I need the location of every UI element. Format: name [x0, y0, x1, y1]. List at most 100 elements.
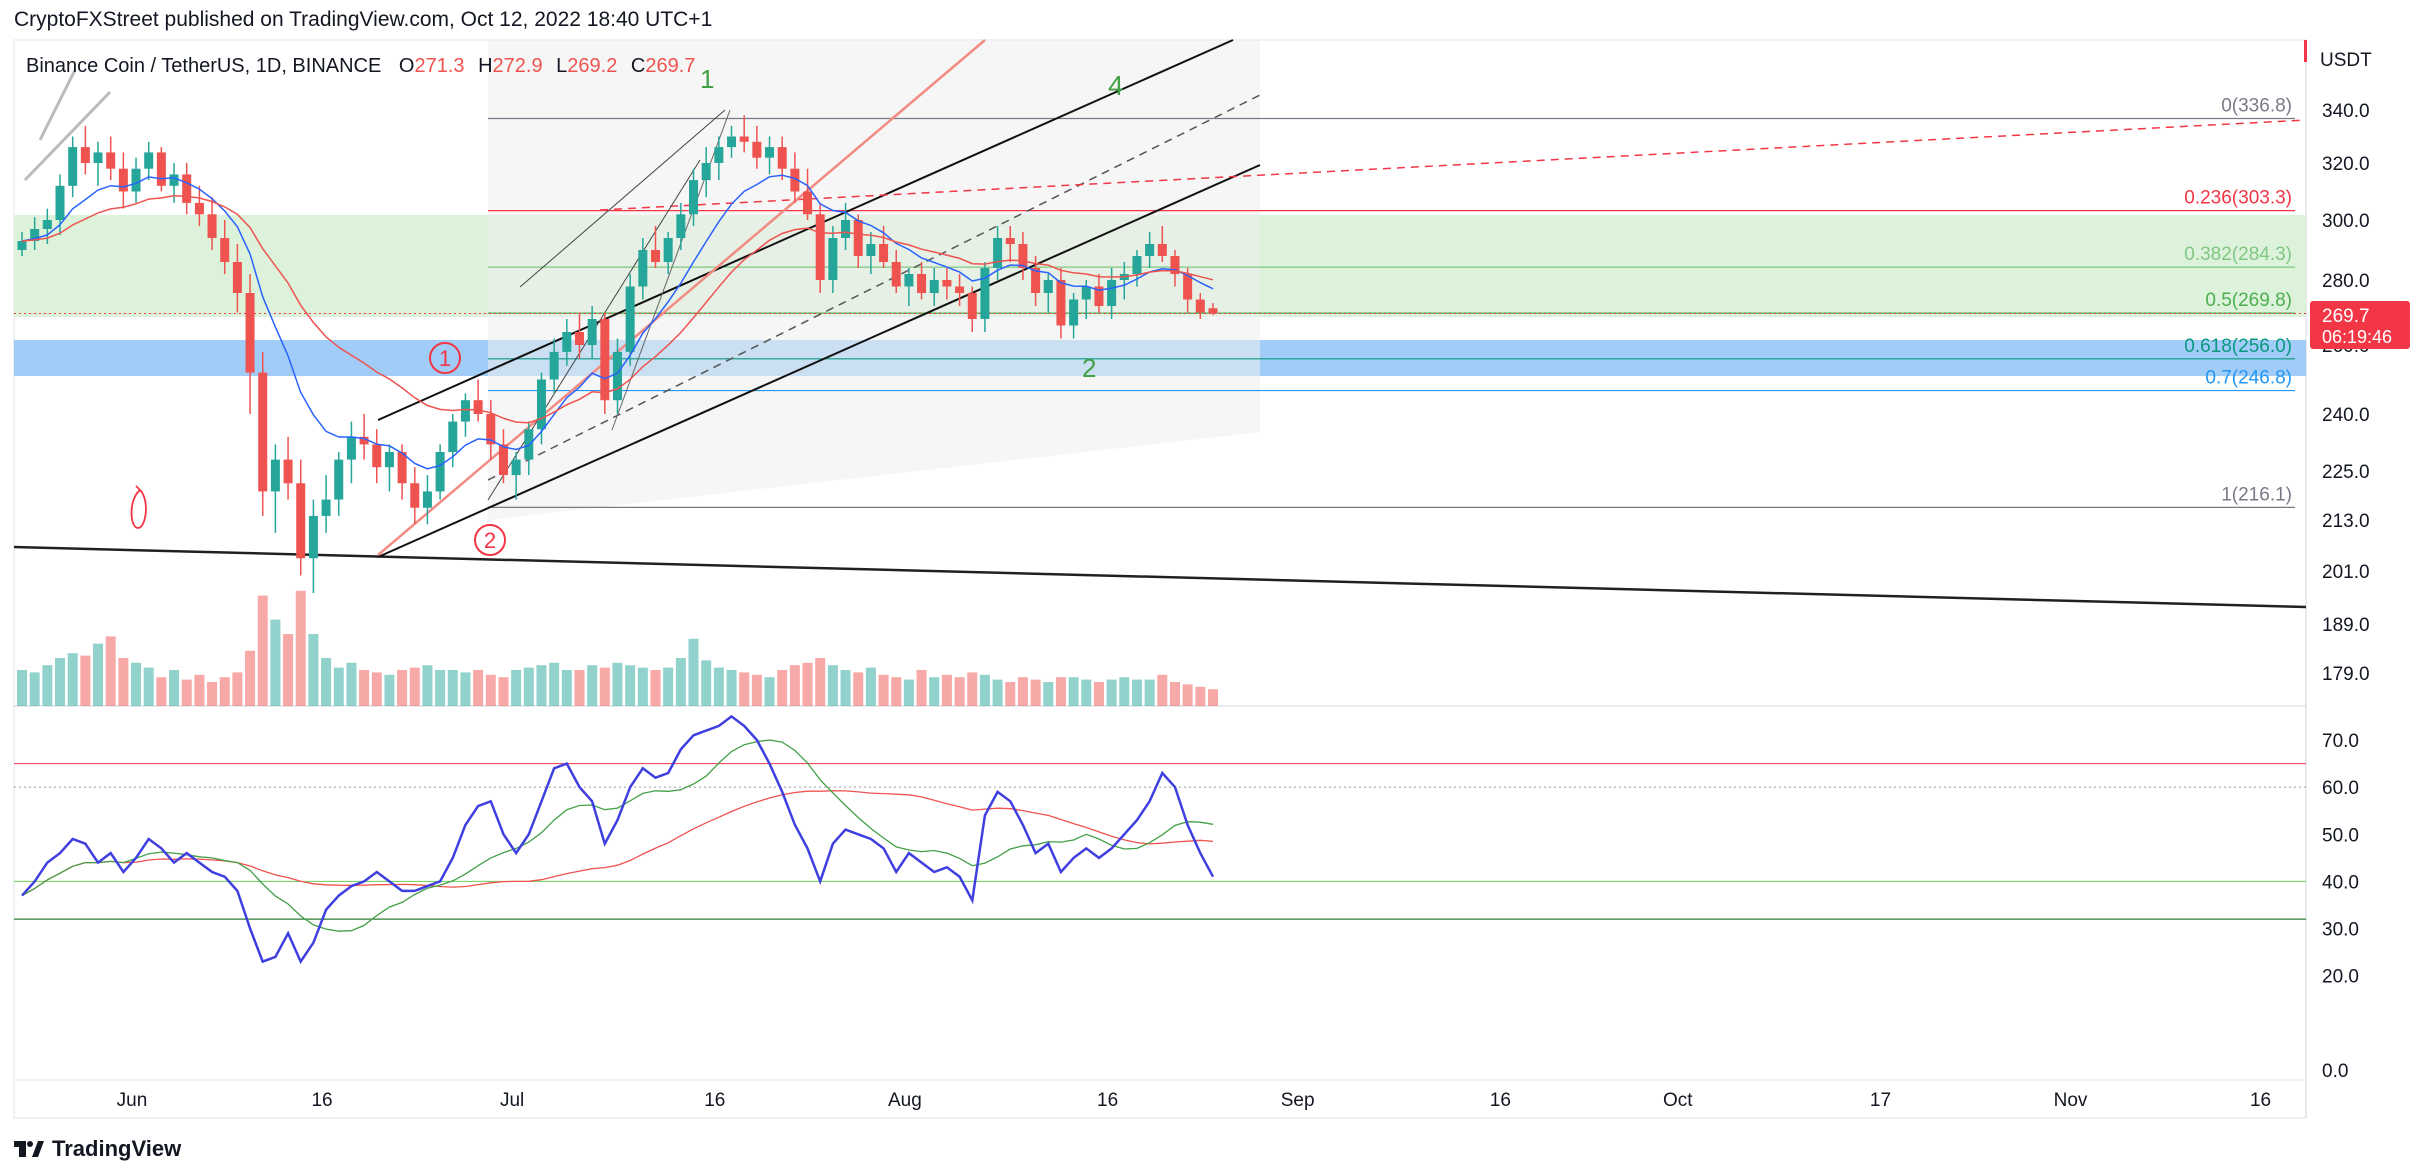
countdown-value: 06:19:46 [2322, 327, 2392, 347]
time-tick: 16 [1097, 1090, 1118, 1111]
rsi-axis: 70.0 60.0 50.0 40.0 30.0 20.0 0.0 [2322, 731, 2359, 1082]
volume-bar [1157, 674, 1168, 706]
candle-body [93, 152, 103, 163]
volume-bar [485, 674, 496, 706]
price-tick: 300.0 [2322, 211, 2370, 232]
long-trendline [13, 545, 2307, 609]
volume-bar [181, 679, 192, 706]
rsi-pane [14, 714, 2306, 965]
candle-body [144, 152, 154, 169]
volume-bars [17, 590, 1218, 706]
candle-body [42, 220, 52, 229]
rally-line-red [377, 39, 986, 556]
volume-bar [967, 672, 978, 706]
candle-body [1107, 280, 1117, 306]
time-tick: 16 [311, 1090, 332, 1111]
volume-bar [587, 665, 598, 706]
time-tick: 17 [1870, 1090, 1891, 1111]
volume-bar [308, 634, 319, 706]
rsi-tick: 50.0 [2322, 825, 2359, 846]
candle-body [1157, 244, 1167, 256]
time-tick: 16 [2250, 1090, 2271, 1111]
candle-body [1170, 256, 1180, 274]
volume-bar [17, 670, 27, 706]
volume-bar [257, 595, 268, 706]
candle-body [1069, 299, 1079, 326]
candle-body [397, 452, 407, 484]
volume-bar [1030, 679, 1041, 706]
volume-bar [827, 665, 838, 706]
volume-bar [941, 674, 952, 706]
candle-body [929, 280, 939, 293]
volume-bar [105, 636, 116, 706]
volume-bar [853, 672, 864, 706]
fib-label: 0(336.8) [2221, 95, 2292, 116]
candle-body [30, 229, 40, 241]
wedge-line-b [519, 109, 726, 288]
channel-upper [377, 39, 1234, 421]
volume-bar [561, 670, 572, 706]
candle-body [1081, 286, 1091, 300]
axis-marker [2304, 40, 2307, 62]
candle-body [435, 452, 445, 492]
volume-bar [1068, 677, 1079, 706]
volume-bar [688, 638, 699, 706]
candle-body [1183, 274, 1193, 300]
volume-bar [1182, 684, 1193, 706]
candle-body [536, 379, 546, 430]
tradingview-logo[interactable]: TradingView [14, 1136, 181, 1162]
candle-body [714, 147, 724, 163]
volume-bar [397, 670, 408, 706]
candle-body [891, 262, 901, 287]
candle-body [625, 286, 635, 352]
candle-body [1043, 280, 1053, 293]
symbol-name: Binance Coin / TetherUS, 1D, BINANCE [26, 55, 381, 77]
volume-bar [511, 670, 522, 706]
volume-bar [650, 670, 661, 706]
candle-body [790, 168, 800, 192]
time-tick: Nov [2054, 1090, 2088, 1111]
moving-averages [21, 174, 1214, 470]
candle-body [283, 459, 293, 484]
candle-body [663, 238, 673, 262]
candle-body [460, 400, 470, 422]
ema-slow-line [21, 194, 1214, 424]
candle-body [511, 459, 521, 476]
high-label: H [478, 55, 492, 77]
last-price-value: 269.7 [2322, 306, 2370, 327]
volume-bar [447, 670, 458, 706]
volume-bar [156, 677, 167, 706]
candle-body [1208, 308, 1218, 314]
candle-body [486, 414, 496, 445]
volume-bar [840, 670, 851, 706]
volume-bar [789, 665, 800, 706]
volume-bar [1017, 677, 1028, 706]
candle-body [220, 238, 230, 262]
channel-lower [377, 164, 1261, 558]
volume-bar [55, 658, 66, 706]
volume-bar [777, 670, 788, 706]
candle-body [1018, 244, 1028, 268]
volume-bar [384, 674, 395, 706]
candle-body [207, 214, 217, 238]
volume-bar [409, 667, 420, 706]
rsi-slow-ma [21, 790, 1214, 897]
candle-body [638, 250, 648, 287]
candle-body [765, 147, 775, 158]
candle-body [118, 168, 128, 192]
price-tick: 240.0 [2322, 405, 2370, 426]
candle-body [1132, 256, 1142, 274]
circle-2-label: 2 [484, 528, 496, 553]
volume-bar [270, 619, 281, 706]
volume-bar [739, 672, 750, 706]
last-price-tag [2310, 301, 2410, 349]
volume-bar [194, 674, 205, 706]
resistance-dashed [599, 119, 2307, 211]
close-value: 269.7 [645, 55, 695, 77]
volume-bar [460, 672, 471, 706]
candle-body [473, 400, 483, 414]
candle-body [612, 351, 622, 401]
candle-body [651, 250, 660, 262]
candle-body [803, 191, 813, 215]
